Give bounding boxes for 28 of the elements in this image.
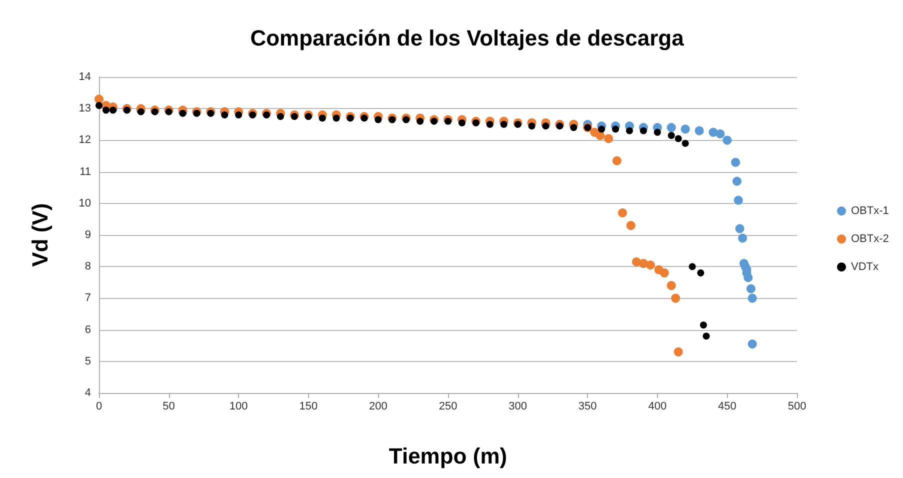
y-tick-label: 10 — [78, 197, 91, 210]
x-tick-label: 200 — [369, 400, 388, 412]
x-tick-label: 50 — [162, 400, 175, 412]
legend-label: OBTx-1 — [851, 205, 889, 217]
x-tick-label: 400 — [648, 400, 667, 412]
y-tick-label: 13 — [78, 102, 91, 115]
x-tick-label: 500 — [788, 400, 806, 412]
y-tick-label: 5 — [84, 355, 91, 368]
x-tick-label: 450 — [718, 400, 736, 412]
x-tick-label: 300 — [508, 400, 527, 412]
x-axis-title: Tiempo (m) — [388, 444, 508, 468]
y-tick-label: 7 — [84, 292, 91, 304]
x-tick-label: 0 — [96, 400, 102, 412]
y-tick-label: 6 — [84, 324, 91, 336]
x-tick-label: 150 — [299, 400, 318, 412]
legend-label: OBTx-2 — [851, 233, 889, 245]
y-tick-label: 4 — [84, 387, 91, 399]
chart-title: Comparación de los Voltajes de descarga — [250, 26, 685, 50]
x-tick-label: 100 — [229, 400, 248, 412]
y-tick-label: 8 — [84, 260, 91, 273]
y-axis-title: Vd (V) — [28, 203, 52, 267]
legend-label: VDTx — [851, 261, 879, 273]
y-tick-label: 11 — [80, 166, 91, 178]
x-tick-label: 350 — [578, 400, 597, 412]
y-tick-label: 9 — [84, 229, 91, 241]
y-tick-label: 12 — [78, 134, 91, 146]
x-tick-label: 250 — [438, 400, 458, 412]
y-tick-label: 14 — [78, 71, 91, 83]
